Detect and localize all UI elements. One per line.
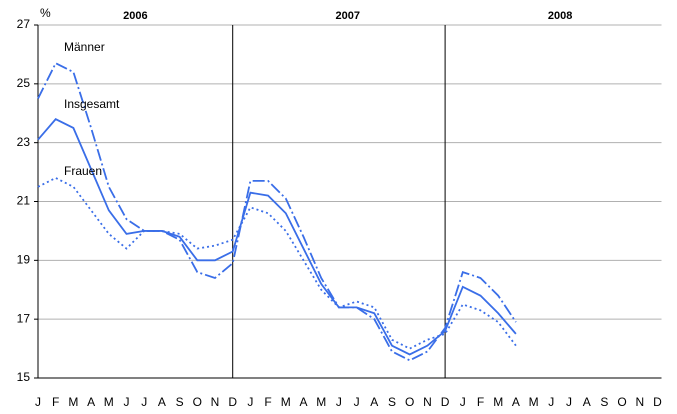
x-tick-label: M bbox=[316, 395, 326, 409]
x-tick-label: J bbox=[460, 395, 466, 409]
y-tick-label: 17 bbox=[17, 311, 31, 325]
x-tick-label: F bbox=[264, 395, 271, 409]
x-tick-label: J bbox=[354, 395, 360, 409]
y-tick-label: 19 bbox=[17, 253, 31, 267]
x-tick-label: S bbox=[388, 395, 396, 409]
x-tick-label: N bbox=[211, 395, 220, 409]
x-tick-label: S bbox=[600, 395, 608, 409]
x-tick-label: A bbox=[370, 395, 378, 409]
x-tick-label: O bbox=[617, 395, 626, 409]
x-tick-label: M bbox=[493, 395, 503, 409]
x-tick-label: M bbox=[104, 395, 114, 409]
y-unit: % bbox=[40, 6, 51, 20]
x-tick-label: J bbox=[124, 395, 130, 409]
y-tick-label: 21 bbox=[17, 194, 31, 208]
x-tick-label: D bbox=[228, 395, 237, 409]
x-tick-label: D bbox=[653, 395, 662, 409]
y-tick-label: 23 bbox=[17, 135, 31, 149]
x-tick-label: J bbox=[548, 395, 554, 409]
year-label: 2008 bbox=[548, 10, 572, 22]
x-tick-label: J bbox=[336, 395, 342, 409]
x-tick-label: J bbox=[35, 395, 41, 409]
x-tick-label: D bbox=[441, 395, 450, 409]
series-label: Insgesamt bbox=[64, 97, 120, 111]
x-tick-label: F bbox=[52, 395, 59, 409]
x-tick-label: O bbox=[405, 395, 414, 409]
x-tick-label: J bbox=[247, 395, 253, 409]
x-tick-label: M bbox=[281, 395, 291, 409]
series-label: Frauen bbox=[64, 164, 102, 178]
x-tick-label: J bbox=[141, 395, 147, 409]
series-label: Männer bbox=[64, 40, 105, 54]
y-tick-label: 27 bbox=[17, 17, 31, 31]
series-line bbox=[37, 118, 517, 356]
x-tick-label: A bbox=[512, 395, 520, 409]
x-tick-label: A bbox=[87, 395, 95, 409]
year-label: 2006 bbox=[123, 10, 147, 22]
x-tick-label: S bbox=[176, 395, 184, 409]
x-tick-label: A bbox=[583, 395, 591, 409]
x-tick-label: N bbox=[423, 395, 432, 409]
y-tick-label: 25 bbox=[17, 76, 31, 90]
series-line bbox=[37, 62, 517, 362]
x-tick-label: M bbox=[529, 395, 539, 409]
x-tick-label: F bbox=[477, 395, 484, 409]
y-tick-label: 15 bbox=[17, 370, 31, 384]
year-label: 2007 bbox=[336, 10, 360, 22]
x-tick-label: J bbox=[566, 395, 572, 409]
x-tick-label: M bbox=[68, 395, 78, 409]
x-tick-label: N bbox=[635, 395, 644, 409]
x-tick-label: A bbox=[158, 395, 166, 409]
x-tick-label: A bbox=[299, 395, 307, 409]
x-tick-label: O bbox=[193, 395, 202, 409]
